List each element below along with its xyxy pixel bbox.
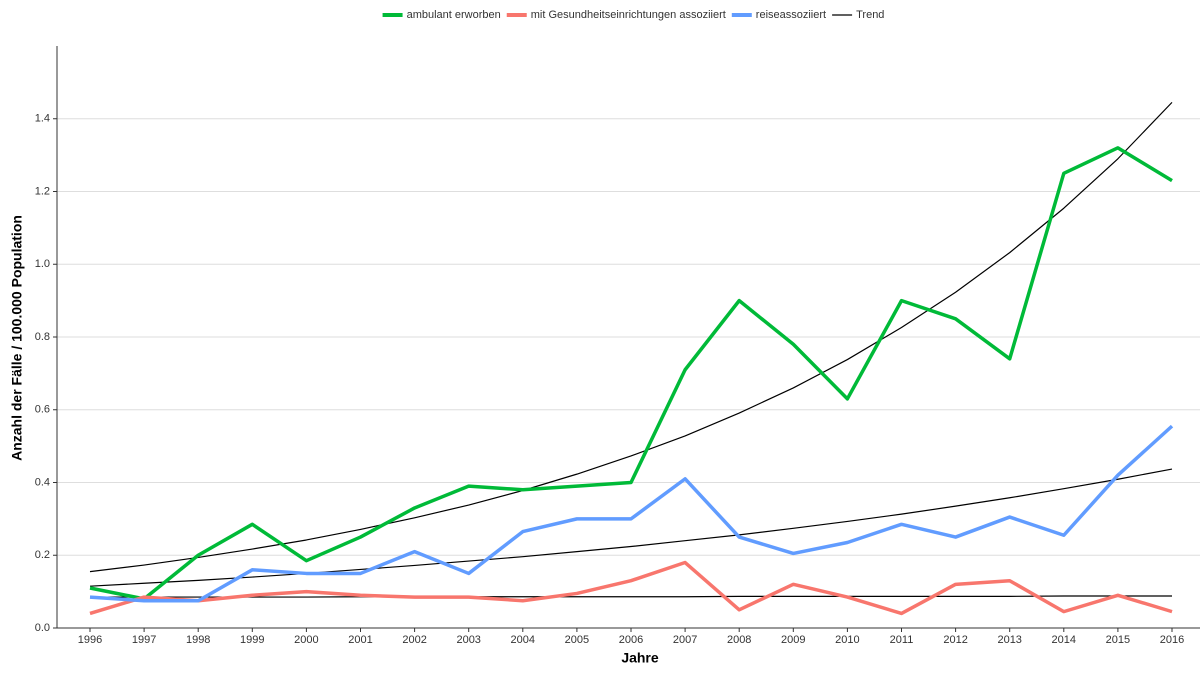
x-tick-label: 2016: [1160, 634, 1184, 646]
series-line: [89, 424, 1174, 603]
legend: ambulant erworben mit Gesundheitseinricht…: [382, 9, 884, 21]
y-tick-label: 1.4: [35, 113, 50, 125]
series-line: [89, 146, 1173, 601]
trend-line: [89, 101, 1173, 573]
trend-line: [90, 595, 1172, 598]
legend-label: ambulant erworben: [407, 9, 501, 21]
x-tick-label: 1999: [240, 634, 264, 646]
x-tick-label: 2005: [565, 634, 589, 646]
x-tick-label: 2011: [890, 634, 914, 646]
trend-line: [89, 468, 1173, 587]
y-axis-label: Anzahl der Fälle / 100.000 Population: [9, 215, 25, 461]
y-tick-label: 0.6: [35, 404, 50, 416]
series-line: [89, 560, 1173, 616]
x-tick-label: 2015: [1106, 634, 1130, 646]
x-axis-label: Jahre: [621, 650, 659, 666]
x-tick-label: 2014: [1052, 634, 1076, 646]
x-tick-label: 2003: [456, 634, 480, 646]
x-tick-label: 2013: [997, 634, 1021, 646]
x-tick-label: 2001: [348, 634, 372, 646]
y-tick-label: 1.0: [35, 258, 50, 270]
y-tick-label: 0.8: [35, 331, 50, 343]
legend-label: mit Gesundheitseinrichtungen assoziiert: [531, 9, 726, 21]
legend-label: reiseassoziiert: [756, 9, 826, 21]
x-tick-label: 2002: [402, 634, 426, 646]
legend-label: Trend: [856, 9, 884, 21]
x-tick-label: 2010: [835, 634, 859, 646]
y-tick-label: 0.2: [35, 549, 50, 561]
x-tick-label: 2007: [673, 634, 697, 646]
x-tick-label: 2009: [781, 634, 805, 646]
y-tick-label: 0.0: [35, 622, 50, 634]
y-tick-label: 1.2: [35, 185, 50, 197]
x-tick-label: 2008: [727, 634, 751, 646]
x-tick-label: 2004: [511, 634, 535, 646]
y-tick-label: 0.4: [35, 476, 50, 488]
x-tick-label: 1998: [186, 634, 210, 646]
x-tick-label: 1997: [132, 634, 156, 646]
x-tick-label: 2012: [943, 634, 967, 646]
x-tick-label: 2006: [619, 634, 643, 646]
x-tick-label: 2000: [294, 634, 318, 646]
x-tick-label: 1996: [78, 634, 102, 646]
